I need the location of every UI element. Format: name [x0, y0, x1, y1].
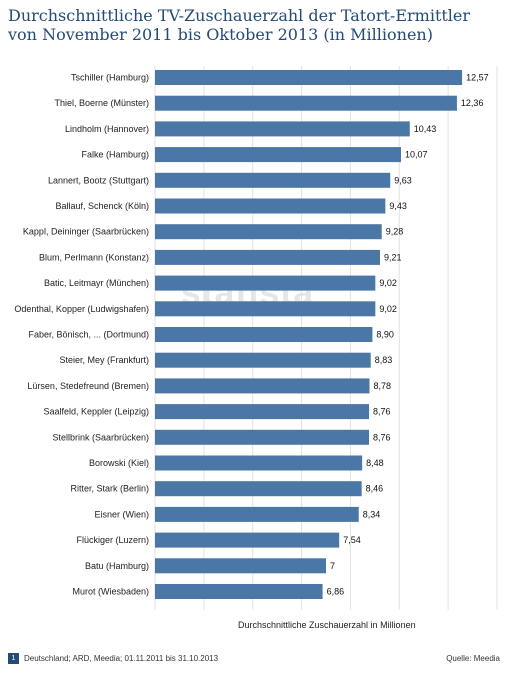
info-badge[interactable]: 1 — [8, 653, 19, 664]
bar — [155, 506, 359, 522]
category-label: Murot (Wiesbaden) — [72, 587, 149, 597]
value-label: 8,34 — [363, 509, 381, 519]
value-label: 8,76 — [373, 432, 391, 442]
category-label: Flückiger (Luzern) — [76, 535, 149, 545]
bars — [155, 70, 463, 599]
value-label: 9,28 — [386, 227, 404, 237]
footer: 1 Deutschland; ARD, Meedia; 01.11.2011 b… — [0, 648, 508, 674]
category-label: Thiel, Boerne (Münster) — [54, 98, 149, 108]
category-label: Steier, Mey (Frankfurt) — [59, 355, 149, 365]
value-label: 9,43 — [389, 201, 407, 211]
category-label: Faber, Bönisch, ... (Dortmund) — [28, 330, 149, 340]
x-axis-label: Durchschnittliche Zuschauerzahl in Milli… — [238, 620, 416, 630]
category-label: Eisner (Wien) — [94, 509, 149, 519]
source-note: Deutschland; ARD, Meedia; 01.11.2011 bis… — [24, 654, 219, 663]
value-label: 12,36 — [461, 98, 484, 108]
category-label: Falke (Hamburg) — [81, 150, 149, 160]
bar — [155, 429, 369, 445]
value-label: 9,02 — [379, 304, 397, 314]
category-labels: Tschiller (Hamburg) Thiel, Boerne (Münste… — [14, 73, 149, 597]
value-label: 8,48 — [366, 458, 384, 468]
bar — [155, 198, 386, 214]
bar — [155, 121, 410, 137]
bar — [155, 584, 323, 599]
value-label: 10,43 — [414, 124, 437, 134]
value-label: 8,90 — [376, 330, 394, 340]
bar — [155, 224, 382, 240]
category-label: Odenthal, Kopper (Ludwigshafen) — [14, 304, 149, 314]
category-label: Ritter, Stark (Berlin) — [70, 484, 149, 494]
category-label: Saalfeld, Keppler (Leipzig) — [43, 407, 149, 417]
category-label: Ballauf, Schenck (Köln) — [55, 201, 149, 211]
bar — [155, 327, 373, 342]
bar-chart: Tschiller (Hamburg) Thiel, Boerne (Münste… — [14, 66, 498, 610]
bar — [155, 275, 376, 291]
category-label: Kappl, Deininger (Saarbrücken) — [23, 227, 149, 237]
bar — [155, 558, 326, 574]
value-label: 12,57 — [466, 73, 489, 83]
bar — [155, 301, 376, 317]
bar — [155, 249, 380, 265]
bar — [155, 95, 457, 111]
category-label: Lürsen, Stedefreund (Bremen) — [27, 381, 149, 391]
value-labels: 12,57 12,36 10,43 10,07 9,63 9,43 9,28 9,21 9,02… — [327, 73, 489, 597]
category-label: Lannert, Bootz (Stuttgart) — [48, 175, 149, 185]
bar — [155, 70, 463, 85]
value-label: 9,63 — [394, 175, 412, 185]
category-label: Batu (Hamburg) — [85, 561, 149, 571]
value-label: 8,78 — [373, 381, 391, 391]
value-label: 10,07 — [405, 150, 428, 160]
chart-title: Durchschnittliche TV-Zuschauerzahl der T… — [8, 6, 471, 44]
value-label: 7 — [330, 561, 335, 571]
value-label: 8,76 — [373, 407, 391, 417]
category-label: Borowski (Kiel) — [89, 458, 149, 468]
bar — [155, 404, 369, 420]
category-label: Blum, Perlmann (Konstanz) — [39, 252, 149, 262]
value-label: 6,86 — [327, 587, 345, 597]
category-label: Lindholm (Hannover) — [65, 124, 149, 134]
bar — [155, 481, 362, 497]
category-label: Batic, Leitmayr (München) — [44, 278, 149, 288]
category-label: Stellbrink (Saarbrücken) — [52, 432, 149, 442]
bar — [155, 147, 401, 163]
value-label: 8,46 — [366, 484, 384, 494]
bar — [155, 532, 340, 548]
source-credit: Quelle: Meedia — [446, 654, 500, 663]
value-label: 9,02 — [379, 278, 397, 288]
value-label: 9,21 — [384, 252, 402, 262]
bar — [155, 455, 363, 471]
value-label: 8,83 — [375, 355, 393, 365]
category-label: Tschiller (Hamburg) — [71, 73, 149, 83]
value-label: 7,54 — [343, 535, 361, 545]
bar — [155, 378, 370, 394]
bar — [155, 352, 371, 368]
bar — [155, 172, 391, 188]
